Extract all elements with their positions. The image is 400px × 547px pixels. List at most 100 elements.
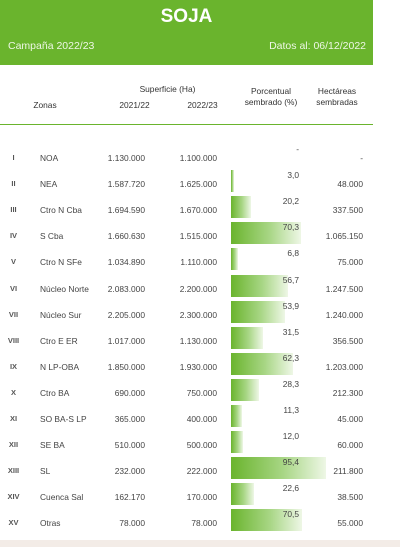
zone-name: S Cba — [40, 231, 64, 242]
table-row: II NEA 1.587.720 1.625.000 3,0 48.000 — [0, 168, 373, 194]
row-number: IV — [9, 231, 18, 241]
row-number: XV — [8, 518, 19, 528]
surface-2022-23: 750.000 — [186, 387, 217, 398]
surface-2021-22: 1.587.720 — [107, 179, 145, 190]
surface-2022-23: 1.515.000 — [179, 231, 217, 242]
progress-bar-fill — [231, 222, 302, 245]
surface-2021-22: 232.000 — [114, 466, 145, 477]
col-2021-22: 2021/22 — [119, 100, 150, 110]
surface-2022-23: 1.670.000 — [179, 205, 217, 216]
sown-hectares: 337.500 — [332, 205, 363, 216]
progress-bar-fill — [231, 300, 285, 323]
sown-hectares: 1.240.000 — [325, 309, 363, 320]
surface-2021-22: 1.850.000 — [107, 361, 145, 372]
bottom-strip — [0, 540, 400, 547]
surface-2022-23: 400.000 — [186, 414, 217, 424]
table-row: XI SO BA-S LP 365.000 400.000 11,3 45.000 — [0, 403, 373, 429]
progress-bar-fill — [231, 248, 238, 271]
sown-percentage: 20,2 — [282, 196, 299, 207]
row-number: X — [10, 387, 16, 397]
table-row: I NOA 1.130.000 1.100.000 - - — [0, 142, 373, 168]
sown-percentage: - — [296, 144, 299, 154]
progress-bar-track — [231, 248, 331, 271]
surface-2022-23: 2.200.000 — [179, 283, 217, 294]
row-number: III — [10, 205, 17, 215]
zone-name: NOA — [40, 153, 59, 163]
progress-bar-track — [231, 300, 331, 323]
sown-percentage: 70,3 — [282, 222, 299, 233]
progress-bar-fill — [231, 431, 243, 454]
row-number: XIV — [7, 492, 20, 502]
table-row: VIII Ctro E ER 1.017.000 1.130.000 31,5 356.5… — [0, 325, 373, 351]
surface-2021-22: 510.000 — [114, 440, 145, 451]
table-row: XV Otras 78.000 78.000 70,5 55.000 — [0, 507, 373, 533]
table-row: V Ctro N SFe 1.034.890 1.110.000 6,8 75.000 — [0, 246, 373, 272]
zone-name: Ctro BA — [40, 387, 70, 398]
sown-hectares: 38.500 — [337, 492, 363, 503]
surface-2021-22: 1.694.590 — [107, 205, 145, 216]
zone-name: Ctro N SFe — [40, 257, 82, 268]
sown-hectares: 60.000 — [337, 440, 363, 451]
report-header: SOJA Campaña 2022/23 Datos al: 06/12/202… — [0, 0, 373, 65]
zone-name: Ctro E ER — [40, 335, 78, 346]
progress-bar-track — [231, 274, 331, 297]
zone-name: SL — [40, 466, 51, 477]
surface-2022-23: 1.130.000 — [179, 335, 217, 346]
sown-percentage: 11,3 — [283, 405, 299, 415]
progress-bar-track — [231, 509, 331, 532]
progress-bar-track — [231, 326, 331, 349]
sown-hectares: 1.203.000 — [325, 361, 363, 372]
surface-2022-23: 1.100.000 — [179, 153, 217, 163]
progress-bar-fill — [231, 196, 252, 219]
header-divider — [0, 124, 373, 125]
data-date-label: Datos al: 06/12/2022 — [269, 40, 366, 52]
sown-percentage: 53,9 — [282, 300, 299, 311]
sown-hectares: 212.300 — [332, 387, 363, 398]
row-number: II — [11, 179, 16, 189]
progress-bar-fill — [231, 405, 243, 427]
col-superficie: Superficie (Ha) — [139, 84, 196, 94]
sown-percentage: 31,5 — [282, 326, 299, 337]
sown-hectares: 1.247.500 — [325, 283, 363, 294]
sown-hectares: 1.065.150 — [325, 231, 363, 242]
surface-2022-23: 222.000 — [186, 466, 217, 477]
progress-bar-track — [231, 457, 331, 480]
campaign-label: Campaña 2022/23 — [8, 40, 95, 52]
table-row: X Ctro BA 690.000 750.000 28,3 212.300 — [0, 377, 373, 403]
sown-hectares: 75.000 — [337, 257, 363, 268]
col-pct-line1: Porcentual — [250, 86, 292, 96]
zone-name: NEA — [40, 179, 58, 190]
zone-name: Ctro N Cba — [40, 205, 82, 216]
col-2022-23: 2022/23 — [187, 100, 218, 110]
surface-2022-23: 1.110.000 — [180, 257, 217, 268]
col-ha-line2: sembradas — [316, 97, 358, 107]
progress-bar-track — [231, 352, 331, 375]
sown-percentage: 95,4 — [282, 457, 299, 468]
progress-bar-track — [231, 196, 331, 219]
surface-2021-22: 2.083.000 — [107, 283, 145, 294]
col-zonas: Zonas — [33, 100, 57, 110]
surface-2021-22: 690.000 — [114, 387, 145, 398]
surface-2021-22: 1.017.000 — [107, 335, 145, 346]
table-row: VI Núcleo Norte 2.083.000 2.200.000 56,7 1.24… — [0, 273, 373, 299]
row-number: VIII — [7, 335, 20, 345]
sown-hectares: - — [360, 153, 363, 163]
progress-bar-track — [231, 378, 331, 401]
progress-bar-track — [231, 222, 331, 245]
surface-2022-23: 78.000 — [191, 518, 217, 529]
surface-2021-22: 1.130.000 — [107, 153, 145, 163]
progress-bar-fill — [231, 352, 294, 375]
progress-bar-track — [231, 144, 331, 166]
progress-bar-track — [231, 431, 331, 454]
table-row: XII SE BA 510.000 500.000 12,0 60.000 — [0, 429, 373, 455]
sown-hectares: 45.000 — [337, 414, 363, 424]
row-number: XIII — [7, 466, 20, 476]
zone-name: SO BA-S LP — [40, 414, 87, 424]
zone-name: Cuenca Sal — [40, 492, 84, 503]
col-pct-line2: sembrado (%) — [244, 97, 298, 107]
sown-percentage: 56,7 — [282, 274, 299, 285]
sown-percentage: 70,5 — [282, 509, 299, 520]
sown-percentage: 22,6 — [282, 483, 299, 494]
sown-percentage: 28,3 — [282, 378, 299, 389]
sown-percentage: 12,0 — [282, 431, 299, 442]
